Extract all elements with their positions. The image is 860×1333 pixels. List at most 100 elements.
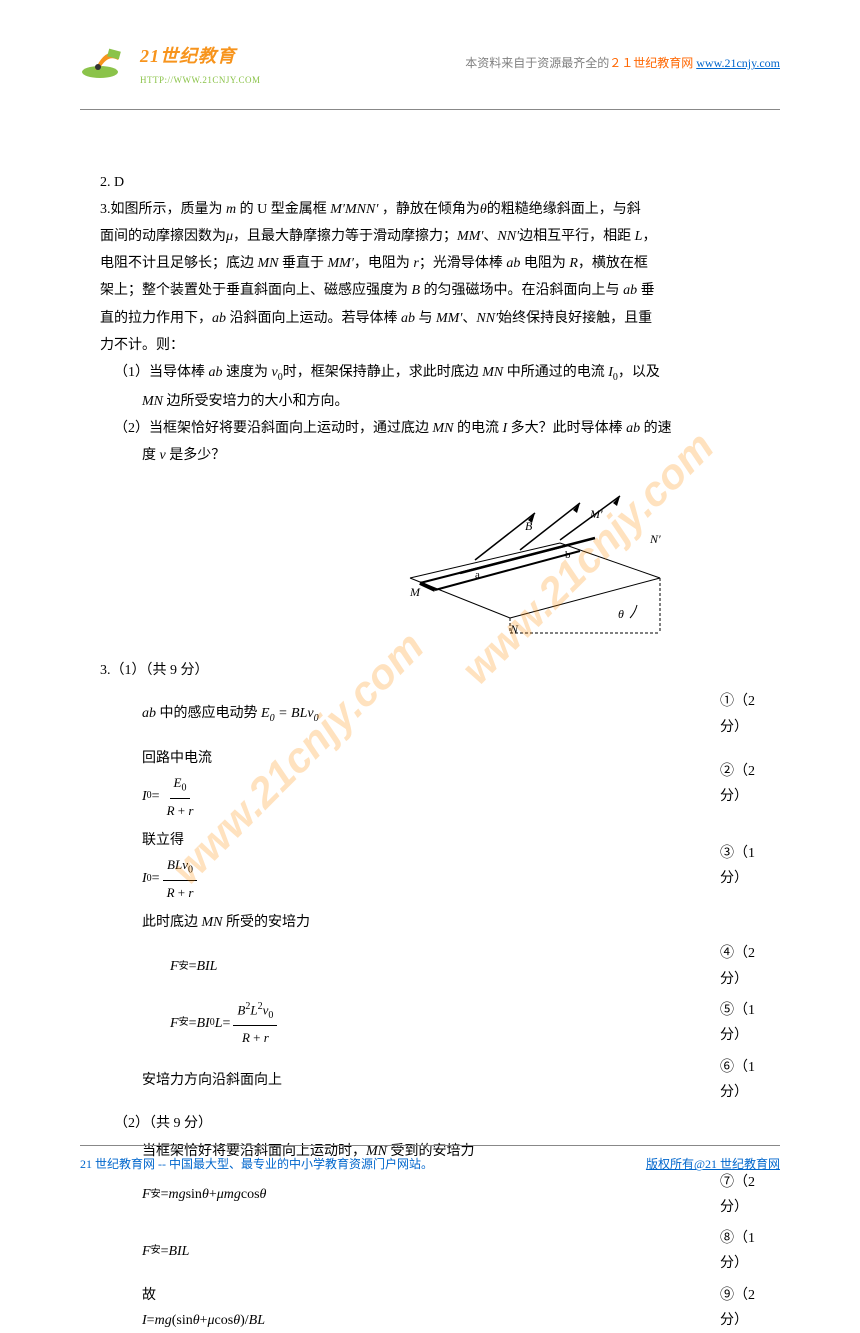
text: 是多少？: [166, 448, 226, 463]
logo-sub-text: HTTP://WWW.21CNJY.COM: [140, 72, 261, 88]
question-1-line1: （1）当导体棒 ab 速度为 v0时，框架保持静止，求此时底边 MN 中所通过的…: [100, 360, 760, 387]
text: 沿斜面向上运动。若导体棒: [226, 311, 401, 326]
var-ab: ab: [506, 256, 520, 271]
problem-line3: 电阻不计且足够长；底边 MN 垂直于 MM′，电阻为 r；光滑导体棒 ab 电阻…: [100, 251, 760, 276]
problem-line2: 面间的动摩擦因数为μ，且最大静摩擦力等于滑动摩擦力；MM′、NN′边相互平行，相…: [100, 224, 760, 249]
var-ab: ab: [626, 421, 640, 436]
svg-text:N: N: [509, 622, 519, 636]
var-ab: ab: [212, 311, 226, 326]
text: 联立得: [142, 833, 184, 848]
var-mm: MM′: [457, 229, 483, 244]
text: （1）当导体棒: [114, 365, 209, 380]
text: 中的感应电动势: [156, 706, 261, 721]
text: 与: [415, 311, 436, 326]
solution-header2: （2）（共 9 分）: [100, 1111, 760, 1136]
solution-step3: 联立得 I0 = BLv0R + r ③（1 分）: [100, 828, 760, 904]
logo: 21世纪教育 HTTP://WWW.21CNJY.COM: [80, 40, 261, 89]
header-source: 本资料来自于资源最齐全的２１世纪教育网 www.21cnjy.com: [465, 53, 780, 75]
svg-text:M: M: [409, 585, 421, 599]
text: 安培力方向沿斜面向上: [142, 1068, 282, 1093]
text: 、: [462, 311, 476, 326]
var-mm: MM′: [328, 256, 354, 271]
svg-text:b: b: [565, 549, 571, 561]
question-2-line2: 度 v 是多少？: [100, 443, 760, 468]
text: 的粗糙绝缘斜面上，与斜: [487, 202, 641, 217]
var-B: B: [412, 283, 421, 298]
svg-text:a: a: [475, 569, 480, 581]
text: 时，框架保持静止，求此时底边: [283, 365, 483, 380]
text: 如图所示，质量为: [111, 202, 227, 217]
text: ；光滑导体棒: [419, 256, 507, 271]
question-1-line2: MN 边所受安培力的大小和方向。: [100, 389, 760, 414]
solution-step9: 故 I = mg (sin θ + μ cos θ)/BL ⑨（2 分）: [100, 1283, 760, 1333]
text: 面间的动摩擦因数为: [100, 229, 226, 244]
formula: F安 = BIL: [142, 1239, 189, 1264]
step-number: ⑧（1 分）: [640, 1226, 760, 1276]
step-number: ⑨（2 分）: [640, 1283, 760, 1333]
var-R: R: [569, 256, 578, 271]
text: 度: [142, 448, 160, 463]
step-number: ⑦（2 分）: [640, 1170, 760, 1220]
text: 边所受安培力的大小和方向。: [163, 394, 349, 409]
text: 多大？此时导体棒: [507, 421, 626, 436]
text: 的 U 型金属框: [236, 202, 330, 217]
text: 电阻为: [520, 256, 569, 271]
text: 始终保持良好接触，且重: [498, 311, 652, 326]
text: ，且最大静摩擦力等于滑动摩擦力；: [233, 229, 457, 244]
problem-number: 3.: [100, 202, 111, 217]
text: 速度为: [223, 365, 272, 380]
svg-text:B: B: [525, 519, 533, 533]
var-mu: μ: [226, 229, 233, 244]
source-link[interactable]: www.21cnjy.com: [696, 56, 780, 70]
solution-step1: ab 中的感应电动势 E0 = BLv0 ①（2 分）: [100, 689, 760, 739]
physics-diagram: B M a b M′ N′ N θ: [300, 478, 760, 638]
step-number: ③（1 分）: [640, 841, 760, 891]
solution-step5: F安 = BI0L = B2L2v0R + r ⑤（1 分）: [100, 998, 760, 1049]
text: ，以及: [618, 365, 660, 380]
svg-text:θ: θ: [618, 607, 624, 621]
var-ab: ab: [623, 283, 637, 298]
footer-right[interactable]: 版权所有@21 世纪教育网: [646, 1154, 780, 1176]
text: 边相互平行，相距: [519, 229, 635, 244]
text: 的电流: [454, 421, 503, 436]
step-number: ⑤（1 分）: [640, 998, 760, 1048]
var-ab: ab: [401, 311, 415, 326]
page-footer: 21 世纪教育网 -- 中国最大型、最专业的中小学教育资源门户网站。 版权所有@…: [80, 1145, 780, 1176]
text: 故: [142, 1288, 156, 1303]
solution-step4: F安 = BIL ④（2 分）: [100, 941, 760, 991]
problem-line6: 力不计。则：: [100, 333, 760, 358]
logo-text: 21世纪教育 HTTP://WWW.21CNJY.COM: [140, 40, 261, 89]
text: 垂直于: [279, 256, 328, 271]
formula: F安 = mg sin θ + μmg cos θ: [142, 1182, 266, 1207]
svg-text:M′: M′: [589, 507, 603, 521]
step-number: ⑥（1 分）: [640, 1055, 760, 1105]
step-number: ①（2 分）: [640, 689, 760, 739]
source-highlight: ２１世纪教育网: [609, 56, 693, 70]
question-2-line1: （2）当框架恰好将要沿斜面向上运动时，通过底边 MN 的电流 I 多大？此时导体…: [100, 416, 760, 441]
var-mn: MN: [433, 421, 454, 436]
header-divider: [80, 109, 780, 110]
var-ab: ab: [209, 365, 223, 380]
var-mn: MN: [142, 394, 163, 409]
text: 电阻不计且足够长；底边: [100, 256, 258, 271]
problem-line1: 3.如图所示，质量为 m 的 U 型金属框 M′MNN′ ，静放在倾角为θ的粗糙…: [100, 197, 760, 222]
var-m: m: [226, 202, 236, 217]
text: 的匀强磁场中。在沿斜面向上与: [420, 283, 623, 298]
formula: F安 = BIL: [170, 954, 217, 979]
var-theta: θ: [480, 202, 487, 217]
solution-header1: 3.（1）（共 9 分）: [100, 658, 760, 683]
problem-line5: 直的拉力作用下，ab 沿斜面向上运动。若导体棒 ab 与 MM′、NN′始终保持…: [100, 306, 760, 331]
text: ，横放在框: [578, 256, 648, 271]
text: 直的拉力作用下，: [100, 311, 212, 326]
formula: I = mg (sin θ + μ cos θ)/BL: [142, 1308, 265, 1333]
step-number: ④（2 分）: [640, 941, 760, 991]
text: 垂: [637, 283, 655, 298]
text: 架上；整个装置处于垂直斜面向上、磁感应强度为: [100, 283, 412, 298]
svg-text:N′: N′: [649, 532, 661, 546]
step-number: ②（2 分）: [640, 759, 760, 809]
formula: E0 = BLv0: [261, 706, 319, 721]
formula: I0 = E0R + r: [142, 771, 212, 822]
answer-2d: 2. D: [100, 170, 760, 195]
logo-icon: [80, 42, 135, 87]
problem-line4: 架上；整个装置处于垂直斜面向上、磁感应强度为 B 的匀强磁场中。在沿斜面向上与 …: [100, 278, 760, 303]
